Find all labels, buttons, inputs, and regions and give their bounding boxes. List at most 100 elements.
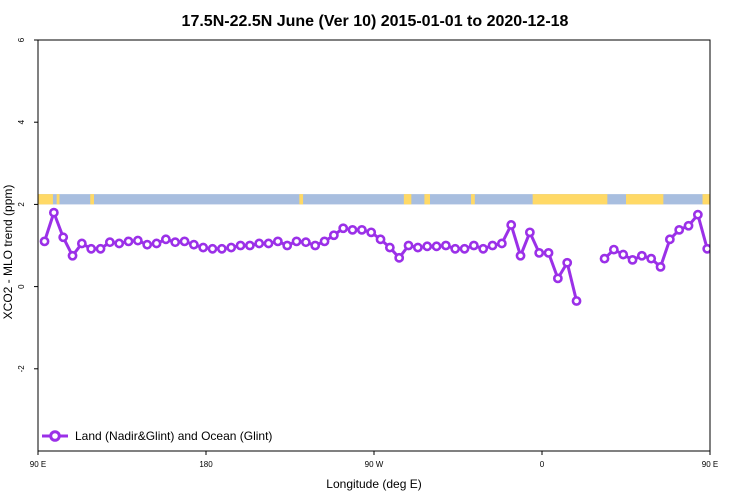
data-point <box>394 252 405 263</box>
data-point <box>198 242 209 253</box>
data-point <box>48 207 59 218</box>
data-point <box>310 240 321 251</box>
data-point <box>655 261 666 272</box>
data-point <box>291 236 302 247</box>
data-point <box>562 257 573 268</box>
data-point <box>506 220 517 230</box>
data-point <box>244 240 255 251</box>
x-tick-label: 90 W <box>365 460 384 469</box>
data-point <box>366 227 377 238</box>
data-point <box>375 234 386 245</box>
data-point <box>571 296 582 306</box>
data-point <box>384 242 395 253</box>
data-point <box>431 241 442 252</box>
land-segment <box>471 194 475 205</box>
y-tick-label: -2 <box>17 365 26 373</box>
x-tick-label: 90 E <box>30 460 46 469</box>
data-point <box>599 253 610 264</box>
data-point <box>524 227 535 238</box>
y-tick-label: 2 <box>17 202 26 207</box>
data-point <box>552 273 563 284</box>
data-point <box>216 243 227 254</box>
data-point <box>160 234 171 245</box>
data-point <box>459 243 470 254</box>
data-point <box>487 240 498 251</box>
data-point <box>627 254 638 265</box>
data-point <box>496 238 507 249</box>
legend-marker-swatch <box>49 430 61 442</box>
data-point <box>702 243 710 254</box>
data-point <box>123 236 134 247</box>
x-tick-label: 180 <box>199 460 213 469</box>
data-point <box>478 243 489 254</box>
y-tick-label: 4 <box>17 119 26 124</box>
data-point <box>226 242 237 253</box>
land-segment <box>403 194 412 205</box>
legend: Land (Nadir&Glint) and Ocean (Glint) <box>42 429 272 443</box>
data-point <box>254 238 265 249</box>
data-point <box>646 253 657 264</box>
x-axis: 90 E 180 90 W 0 90 E <box>30 451 718 469</box>
data-point <box>235 240 246 251</box>
data-point <box>692 209 703 220</box>
data-point <box>86 243 97 254</box>
data-point <box>664 234 675 245</box>
plot-area <box>38 194 710 306</box>
chart-title: 17.5N-22.5N June (Ver 10) 2015-01-01 to … <box>182 13 569 30</box>
data-point <box>114 238 125 249</box>
data-point <box>422 241 433 252</box>
data-point <box>179 236 190 247</box>
data-point <box>104 237 115 248</box>
series-line <box>43 211 578 302</box>
land-segment <box>90 194 94 205</box>
land-segment <box>56 194 60 205</box>
x-tick-label: 0 <box>540 460 545 469</box>
data-point <box>58 232 69 243</box>
y-tick-label: 6 <box>17 37 26 42</box>
data-point <box>674 224 685 235</box>
data-point <box>440 240 451 251</box>
data-point <box>468 240 479 251</box>
y-tick-label: 0 <box>17 284 26 289</box>
data-point <box>543 247 554 258</box>
land-segment <box>38 194 53 205</box>
data-point <box>282 240 293 251</box>
data-point <box>534 247 545 258</box>
data-point <box>450 243 461 254</box>
legend-label-series: Land (Nadir&Glint) and Ocean (Glint) <box>75 429 272 443</box>
land-segment <box>424 194 430 205</box>
series-group <box>39 207 710 306</box>
data-point <box>636 250 647 261</box>
data-point <box>39 236 50 247</box>
data-point <box>132 235 143 246</box>
y-axis-label: XCO2 - MLO trend (ppm) <box>1 185 15 320</box>
land-segment <box>299 194 304 205</box>
data-point <box>515 250 526 261</box>
data-point <box>319 236 330 247</box>
data-point <box>328 230 339 241</box>
land-segment <box>626 194 664 205</box>
data-point <box>356 224 367 235</box>
data-point <box>95 243 106 254</box>
land-segment <box>702 194 710 205</box>
data-point <box>207 243 218 254</box>
x-axis-label: Longitude (deg E) <box>326 477 421 491</box>
land-mask-band <box>38 194 710 205</box>
data-point <box>151 238 162 249</box>
data-point <box>347 224 358 235</box>
x-tick-label: 90 E <box>702 460 718 469</box>
data-point <box>263 238 274 249</box>
plot-frame <box>37 39 711 452</box>
data-point <box>338 223 349 234</box>
data-point <box>142 239 153 250</box>
land-segment <box>532 194 608 205</box>
data-point <box>412 242 423 253</box>
data-point <box>618 249 629 260</box>
data-point <box>683 220 694 231</box>
data-point <box>76 238 87 249</box>
data-point <box>608 244 619 255</box>
data-point <box>403 240 414 251</box>
data-point <box>300 237 311 248</box>
data-point <box>170 237 181 248</box>
